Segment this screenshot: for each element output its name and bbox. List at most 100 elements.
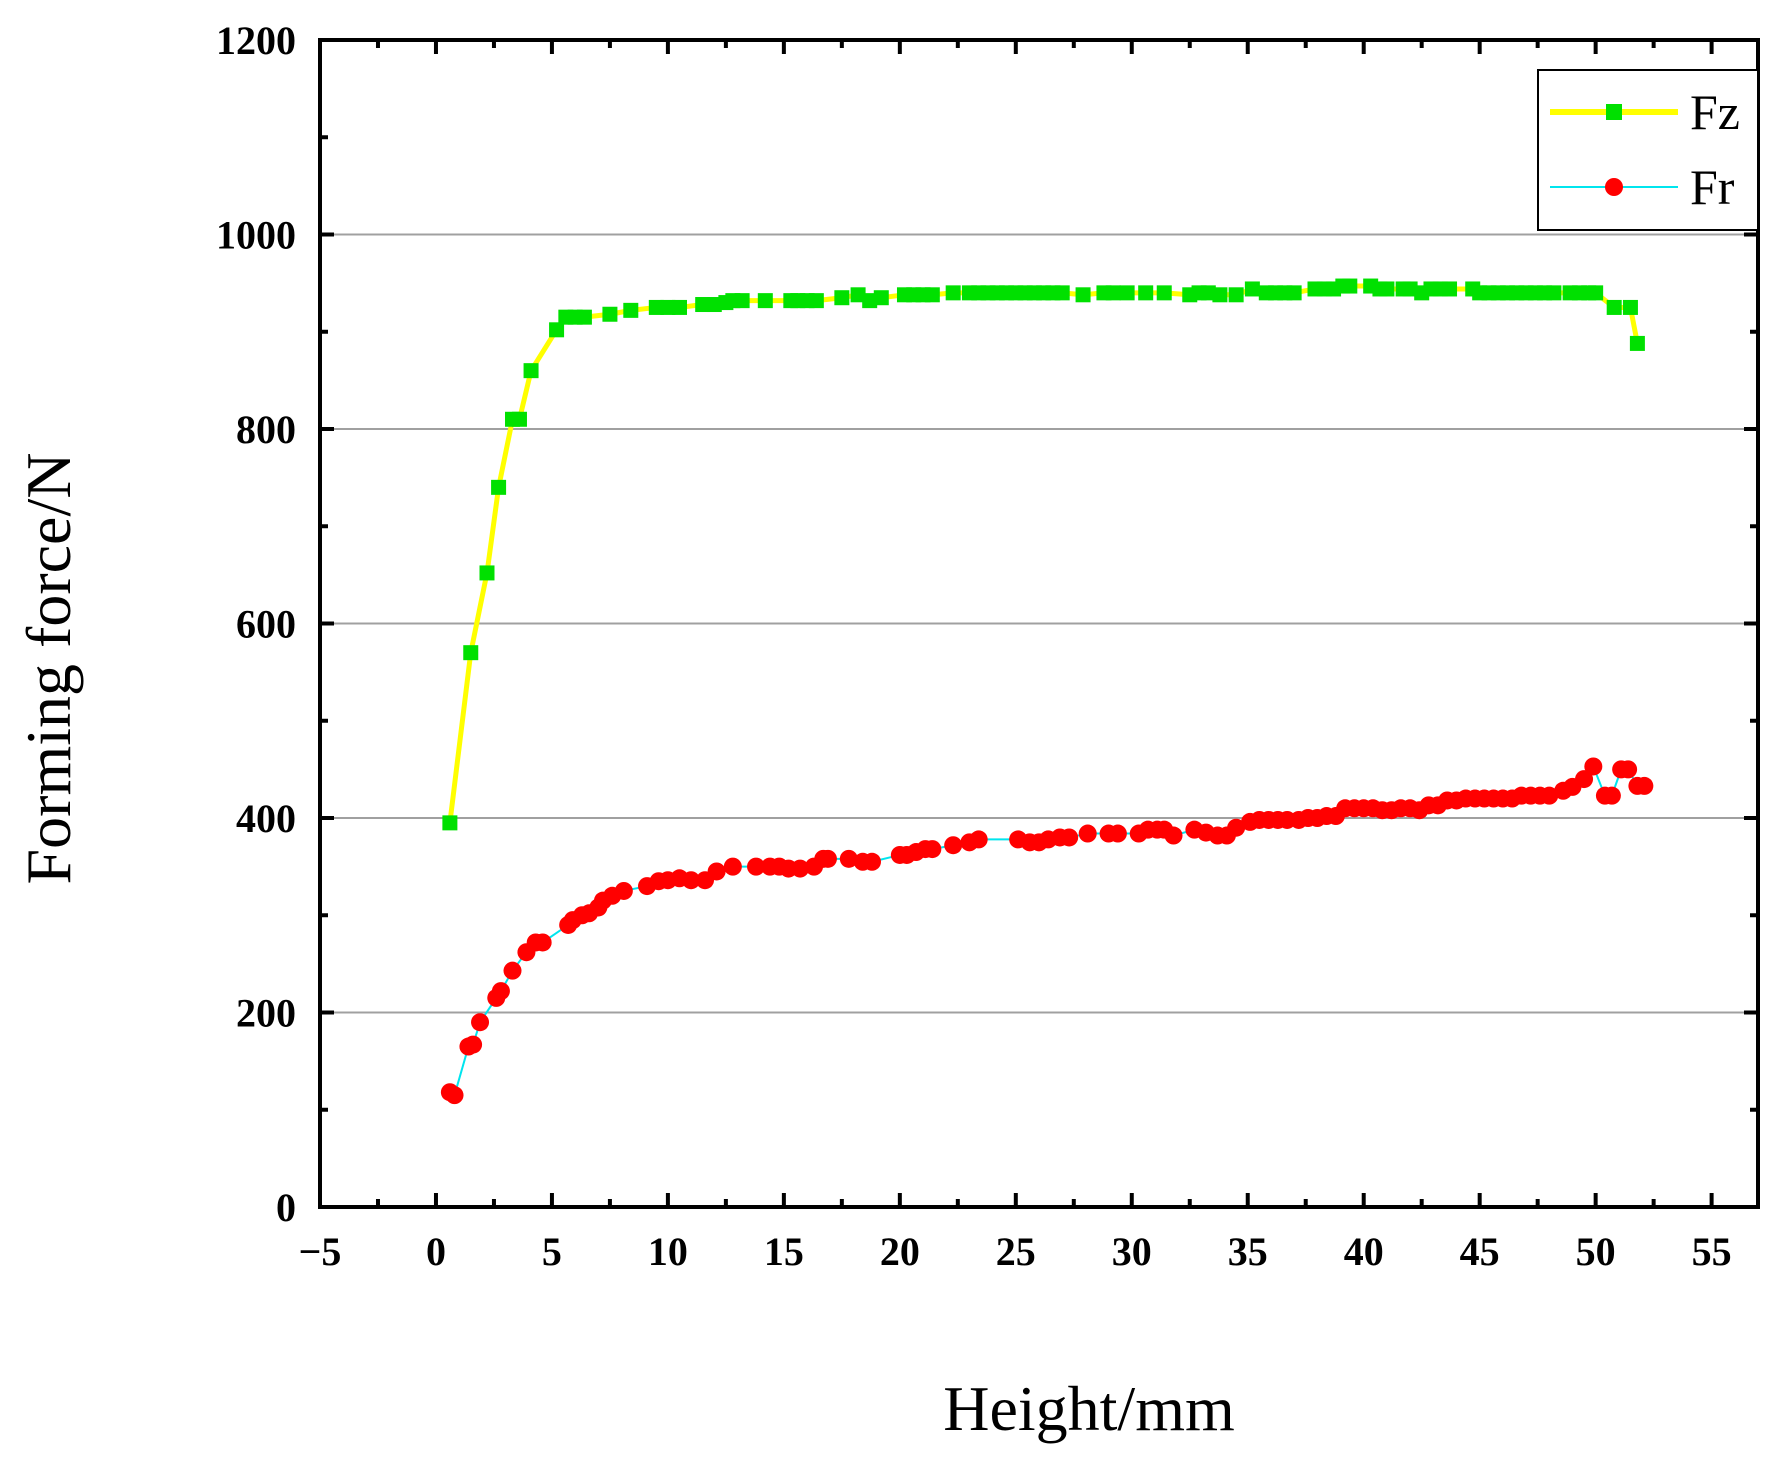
legend-items: Fz Fr <box>1550 84 1740 215</box>
data-point-Fr <box>747 857 766 876</box>
data-point-Fz <box>1075 287 1091 303</box>
gridlines <box>320 233 1758 1014</box>
x-tick-label: 10 <box>648 1229 688 1274</box>
data-point-Fr <box>707 862 726 881</box>
data-point-Fz <box>757 293 773 309</box>
data-point-Fz <box>862 293 878 309</box>
data-point-Fz <box>1105 285 1121 301</box>
series-layer <box>440 278 1654 1105</box>
data-point-Fz <box>834 290 850 306</box>
data-point-Fz <box>873 290 889 306</box>
data-point-Fr <box>464 1035 483 1054</box>
y-tick-label: 0 <box>276 1185 296 1230</box>
data-point-Fz <box>648 299 664 315</box>
data-point-Fz <box>491 479 507 495</box>
data-point-Fz <box>1212 287 1228 303</box>
data-point-Fr <box>445 1086 464 1105</box>
data-point-Fr <box>614 881 633 900</box>
legend-label-Fz: Fz <box>1690 84 1740 140</box>
legend: Fz Fr <box>1537 69 1759 231</box>
data-point-Fz <box>1286 285 1302 301</box>
data-point-Fz <box>549 322 565 338</box>
data-point-Fz <box>1606 299 1622 315</box>
data-point-Fz <box>523 363 539 379</box>
data-point-Fr <box>533 933 552 952</box>
data-point-Fr <box>723 857 742 876</box>
data-point-Fz <box>695 297 711 313</box>
data-point-Fr <box>1619 760 1638 779</box>
data-point-Fr <box>682 871 701 890</box>
data-point-Fr <box>1584 757 1603 776</box>
data-point-Fr <box>1575 770 1594 789</box>
axis-ticks <box>318 38 1758 1209</box>
legend-marker-Fr <box>1605 178 1623 196</box>
data-point-Fr <box>1060 828 1079 847</box>
series-Fz <box>442 278 1645 831</box>
x-tick-label: −5 <box>299 1229 342 1274</box>
y-tick-label: 400 <box>236 796 296 841</box>
data-point-Fr <box>863 852 882 871</box>
data-point-Fz <box>850 287 866 303</box>
data-point-Fz <box>623 302 639 318</box>
x-axis-title: Height/mm <box>943 1373 1235 1444</box>
data-point-Fr <box>818 849 837 868</box>
data-point-Fz <box>1228 287 1244 303</box>
y-tick-label: 1000 <box>216 213 296 258</box>
x-tick-label: 20 <box>880 1229 920 1274</box>
data-point-Fz <box>1546 285 1562 301</box>
data-point-Fr <box>944 836 963 855</box>
data-point-Fz <box>1054 285 1070 301</box>
data-point-Fz <box>1442 281 1458 297</box>
data-point-Fz <box>924 287 940 303</box>
data-point-Fz <box>808 293 824 309</box>
data-point-Fr <box>1108 824 1127 843</box>
data-point-Fz <box>1402 281 1418 297</box>
x-tick-label: 0 <box>426 1229 446 1274</box>
x-tick-label: 35 <box>1228 1229 1268 1274</box>
data-point-Fz <box>945 285 961 301</box>
x-tick-label: 55 <box>1692 1229 1732 1274</box>
data-point-Fz <box>660 299 676 315</box>
data-point-Fz <box>442 815 458 831</box>
x-tick-label: 50 <box>1576 1229 1616 1274</box>
data-point-Fz <box>576 309 592 325</box>
y-tick-label: 800 <box>236 407 296 452</box>
data-point-Fr <box>1602 786 1621 805</box>
legend-marker-Fz <box>1606 104 1622 120</box>
data-point-Fz <box>1622 299 1638 315</box>
legend-label-Fr: Fr <box>1690 159 1735 215</box>
data-point-Fr <box>791 859 810 878</box>
data-point-Fz <box>1119 285 1135 301</box>
series-Fr <box>440 757 1654 1105</box>
data-point-Fr <box>1227 818 1246 837</box>
x-tick-label: 40 <box>1344 1229 1384 1274</box>
x-tick-label: 25 <box>996 1229 1036 1274</box>
data-point-Fr <box>1540 786 1559 805</box>
data-point-Fz <box>1138 285 1154 301</box>
data-point-Fz <box>1629 335 1645 351</box>
data-point-Fr <box>1164 826 1183 845</box>
y-tick-label: 1200 <box>216 18 296 63</box>
data-point-Fz <box>1200 285 1216 301</box>
data-point-Fz <box>706 297 722 313</box>
x-tick-label: 15 <box>764 1229 804 1274</box>
x-tick-label: 45 <box>1460 1229 1500 1274</box>
data-point-Fz <box>1379 281 1395 297</box>
data-point-Fr <box>923 840 942 859</box>
data-point-Fr <box>1635 776 1654 795</box>
x-tick-label: 30 <box>1112 1229 1152 1274</box>
data-point-Fr <box>839 849 858 868</box>
data-point-Fz <box>1588 285 1604 301</box>
data-point-Fz <box>734 293 750 309</box>
y-axis-title: Forming force/N <box>13 453 84 885</box>
legend-item-Fr: Fr <box>1550 159 1735 215</box>
data-point-Fr <box>471 1013 490 1032</box>
x-tick-label: 5 <box>542 1229 562 1274</box>
data-point-Fr <box>491 982 510 1001</box>
data-point-Fz <box>1156 285 1172 301</box>
data-point-Fr <box>1078 824 1097 843</box>
data-point-Fz <box>602 306 618 322</box>
data-point-Fr <box>503 961 522 980</box>
